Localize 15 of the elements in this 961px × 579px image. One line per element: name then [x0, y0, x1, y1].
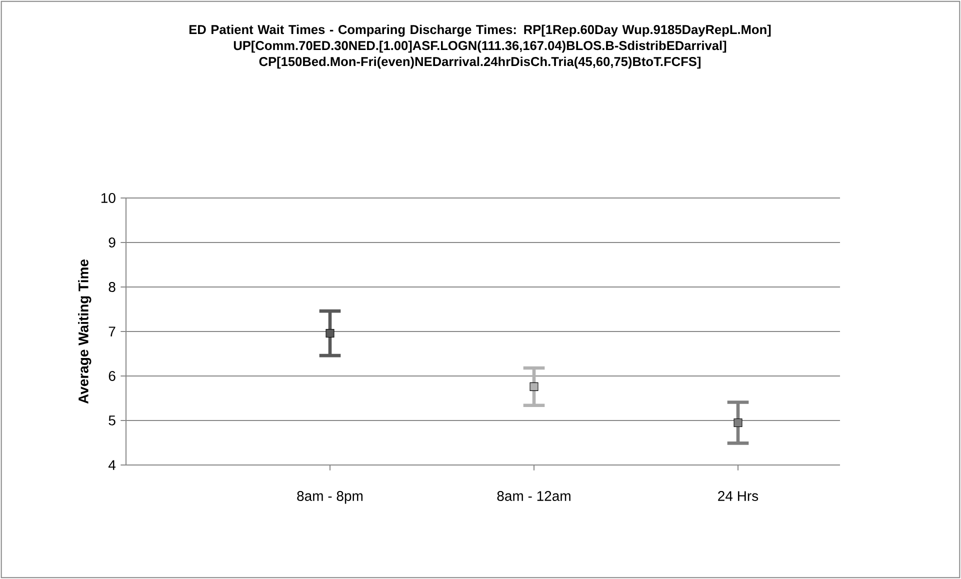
- y-tick-label: 9: [108, 238, 116, 248]
- chart-title: ED Patient Wait Times - Comparing Discharge Times: RP[1Rep.60Day Wup.9185DayRepL.Mon] UP[Comm.70ED.30NED.[1.00]ASF.LOGN(111.36,167.04)BLOS.B-SdistribEDarrival] CP[150Bed.Mon-Fri(even)NEDarrival.24hrDisCh.Tria(45,60,75)BtoT.FCFS]: [189, 24, 771, 69]
- point: [326, 329, 334, 338]
- y-tick-label: 5: [108, 416, 116, 426]
- y-tick-label: 7: [108, 326, 116, 336]
- y-tick-label: 8: [108, 282, 116, 292]
- y-axis-title: Average Waiting Time: [78, 260, 92, 404]
- x-tick-label: 8am - 8pm: [297, 491, 363, 504]
- y-tick-label: 6: [108, 371, 116, 381]
- x-tick-label: 8am - 12am: [497, 491, 570, 501]
- point: [734, 418, 742, 427]
- x-tick-label: 24 Hrs: [718, 491, 758, 501]
- y-tick-label: 10: [101, 193, 116, 203]
- point: [530, 382, 538, 391]
- y-tick-label: 4: [108, 460, 116, 470]
